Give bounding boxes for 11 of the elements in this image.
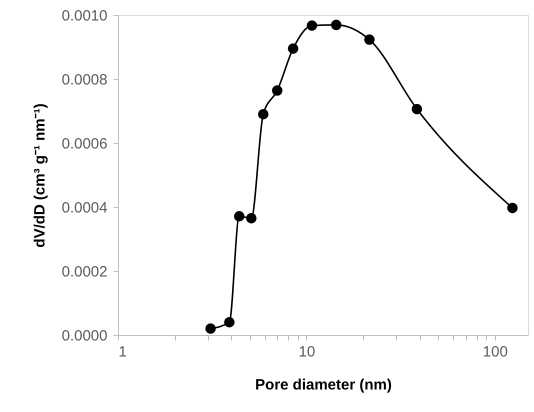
y-tick-label: 0.0006 [62,136,108,152]
y-tick-label: 0.0002 [62,264,108,280]
x-tick-label: 1 [118,344,127,360]
x-axis-title: Pore diameter (nm) [255,376,392,394]
y-tick-label: 0.0008 [62,72,108,88]
y-tick-label: 0.0004 [62,200,108,216]
x-tick-label: 100 [482,344,508,360]
y-axis-title: dV/dD (cm³ g⁻¹ nm⁻¹) [32,103,49,248]
y-tick-label: 0.0000 [62,328,108,344]
x-tick-label: 10 [298,344,316,360]
y-tick-label: 0.0010 [62,8,108,24]
